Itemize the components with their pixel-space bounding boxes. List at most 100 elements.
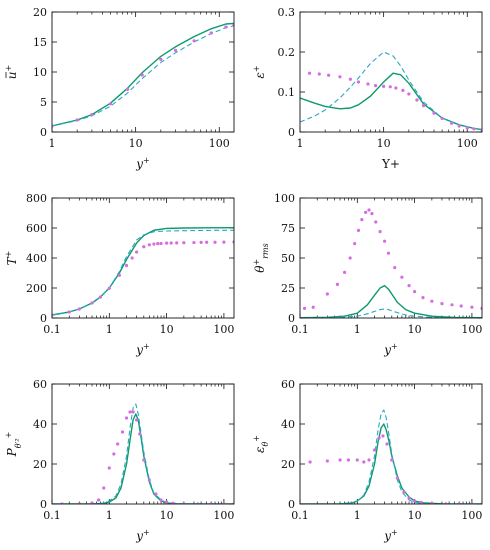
plot-frame [51, 197, 235, 319]
data-point [459, 304, 463, 308]
data-point [140, 73, 144, 77]
y-axis-label: θ+rms [252, 243, 270, 272]
data-point [192, 240, 196, 245]
y-axis-label: ε+ [252, 65, 267, 78]
data-point [346, 458, 351, 462]
data-point [154, 492, 158, 496]
data-point [325, 459, 329, 463]
x-tick-label: 1 [49, 137, 56, 150]
y-tick-label: 600 [26, 222, 47, 235]
data-point [98, 295, 103, 299]
data-point [393, 266, 397, 270]
data-point [367, 458, 371, 462]
data-point [102, 486, 106, 490]
series-group [52, 227, 234, 317]
data-point [107, 286, 111, 290]
series-group [52, 22, 234, 128]
data-point [381, 434, 385, 438]
data-point [107, 466, 111, 470]
y-axis-label: T+ [4, 251, 19, 266]
y-tick-label: 0.2 [278, 46, 296, 59]
x-axis-label: Y+ [381, 157, 400, 171]
data-point [302, 306, 307, 310]
data-point [138, 432, 142, 436]
data-point [159, 498, 163, 502]
y-axis-label: Pθ′²+ [4, 432, 23, 458]
series-line-dashed [52, 25, 234, 127]
x-axis-label: y+ [383, 528, 397, 543]
plot-frame [51, 383, 235, 505]
chart-eps: 1 10 100 0 0.1 0.2 0.3 Y+ ε+ [252, 6, 483, 171]
y-tick-label: 50 [281, 252, 295, 265]
x-tick-label: 10 [160, 323, 174, 336]
data-point [356, 80, 361, 84]
data-point [308, 460, 312, 464]
x-tick-label: 100 [461, 323, 482, 336]
plot-frame [299, 11, 483, 133]
data-point [372, 448, 377, 452]
data-point [385, 442, 389, 446]
y-tick-label: 0.1 [278, 86, 296, 99]
x-axis-label: y+ [383, 342, 397, 357]
data-point [378, 230, 382, 234]
data-point [159, 241, 163, 246]
data-point [77, 307, 81, 311]
data-point [175, 241, 179, 245]
data-point [338, 458, 342, 462]
y-tick-label: 100 [274, 192, 295, 205]
chart-P: 0.1 1 10 100 0 20 40 60 y+ Pθ′²+ [4, 378, 235, 543]
data-point [112, 452, 116, 456]
data-point [307, 71, 312, 75]
data-point [90, 113, 94, 117]
data-point [171, 501, 175, 504]
data-point [147, 478, 151, 482]
x-tick-label: 0.1 [291, 509, 309, 522]
data-point [325, 292, 329, 296]
data-point [415, 98, 419, 102]
chart-theta: 0.1 1 10 100 0 25 50 75 100 y+ θ+rms [252, 192, 483, 357]
data-point [156, 242, 160, 246]
data-point [355, 458, 359, 462]
x-axis-label: y+ [135, 156, 149, 171]
data-point [67, 310, 71, 314]
x-tick-label: 100 [457, 137, 478, 150]
y-tick-label: 0 [288, 312, 295, 325]
data-point [147, 243, 151, 247]
data-point [402, 490, 406, 494]
y-tick-label: 40 [33, 418, 47, 431]
data-point [205, 240, 209, 244]
data-point [199, 240, 203, 244]
data-point [440, 302, 444, 306]
data-point [388, 85, 392, 89]
x-tick-label: 100 [209, 137, 230, 150]
data-point [370, 212, 374, 216]
x-axis-label: y+ [135, 342, 149, 357]
y-tick-label: 0 [288, 498, 295, 511]
data-point [360, 218, 364, 222]
series-group [52, 403, 234, 504]
data-point [395, 476, 399, 480]
data-point [377, 436, 381, 440]
y-tick-label: 5 [40, 96, 47, 109]
data-point [131, 410, 135, 414]
data-point [407, 92, 411, 96]
chart-u: 1 10 100 0 5 10 15 20 y+ u+ [4, 6, 235, 171]
data-point [374, 220, 378, 224]
data-point [311, 305, 315, 309]
data-point [432, 111, 436, 115]
plot-frame [299, 197, 483, 319]
data-point [356, 228, 361, 232]
data-point [450, 121, 454, 125]
data-point [413, 290, 417, 294]
data-point [108, 102, 113, 106]
data-point [470, 305, 474, 309]
series-line-solid [300, 72, 482, 131]
data-point [222, 240, 226, 244]
data-point [120, 430, 125, 434]
data-point [353, 242, 357, 246]
data-point [440, 116, 444, 120]
data-point [142, 245, 146, 249]
data-point [135, 250, 139, 254]
plot-frame [51, 11, 235, 133]
